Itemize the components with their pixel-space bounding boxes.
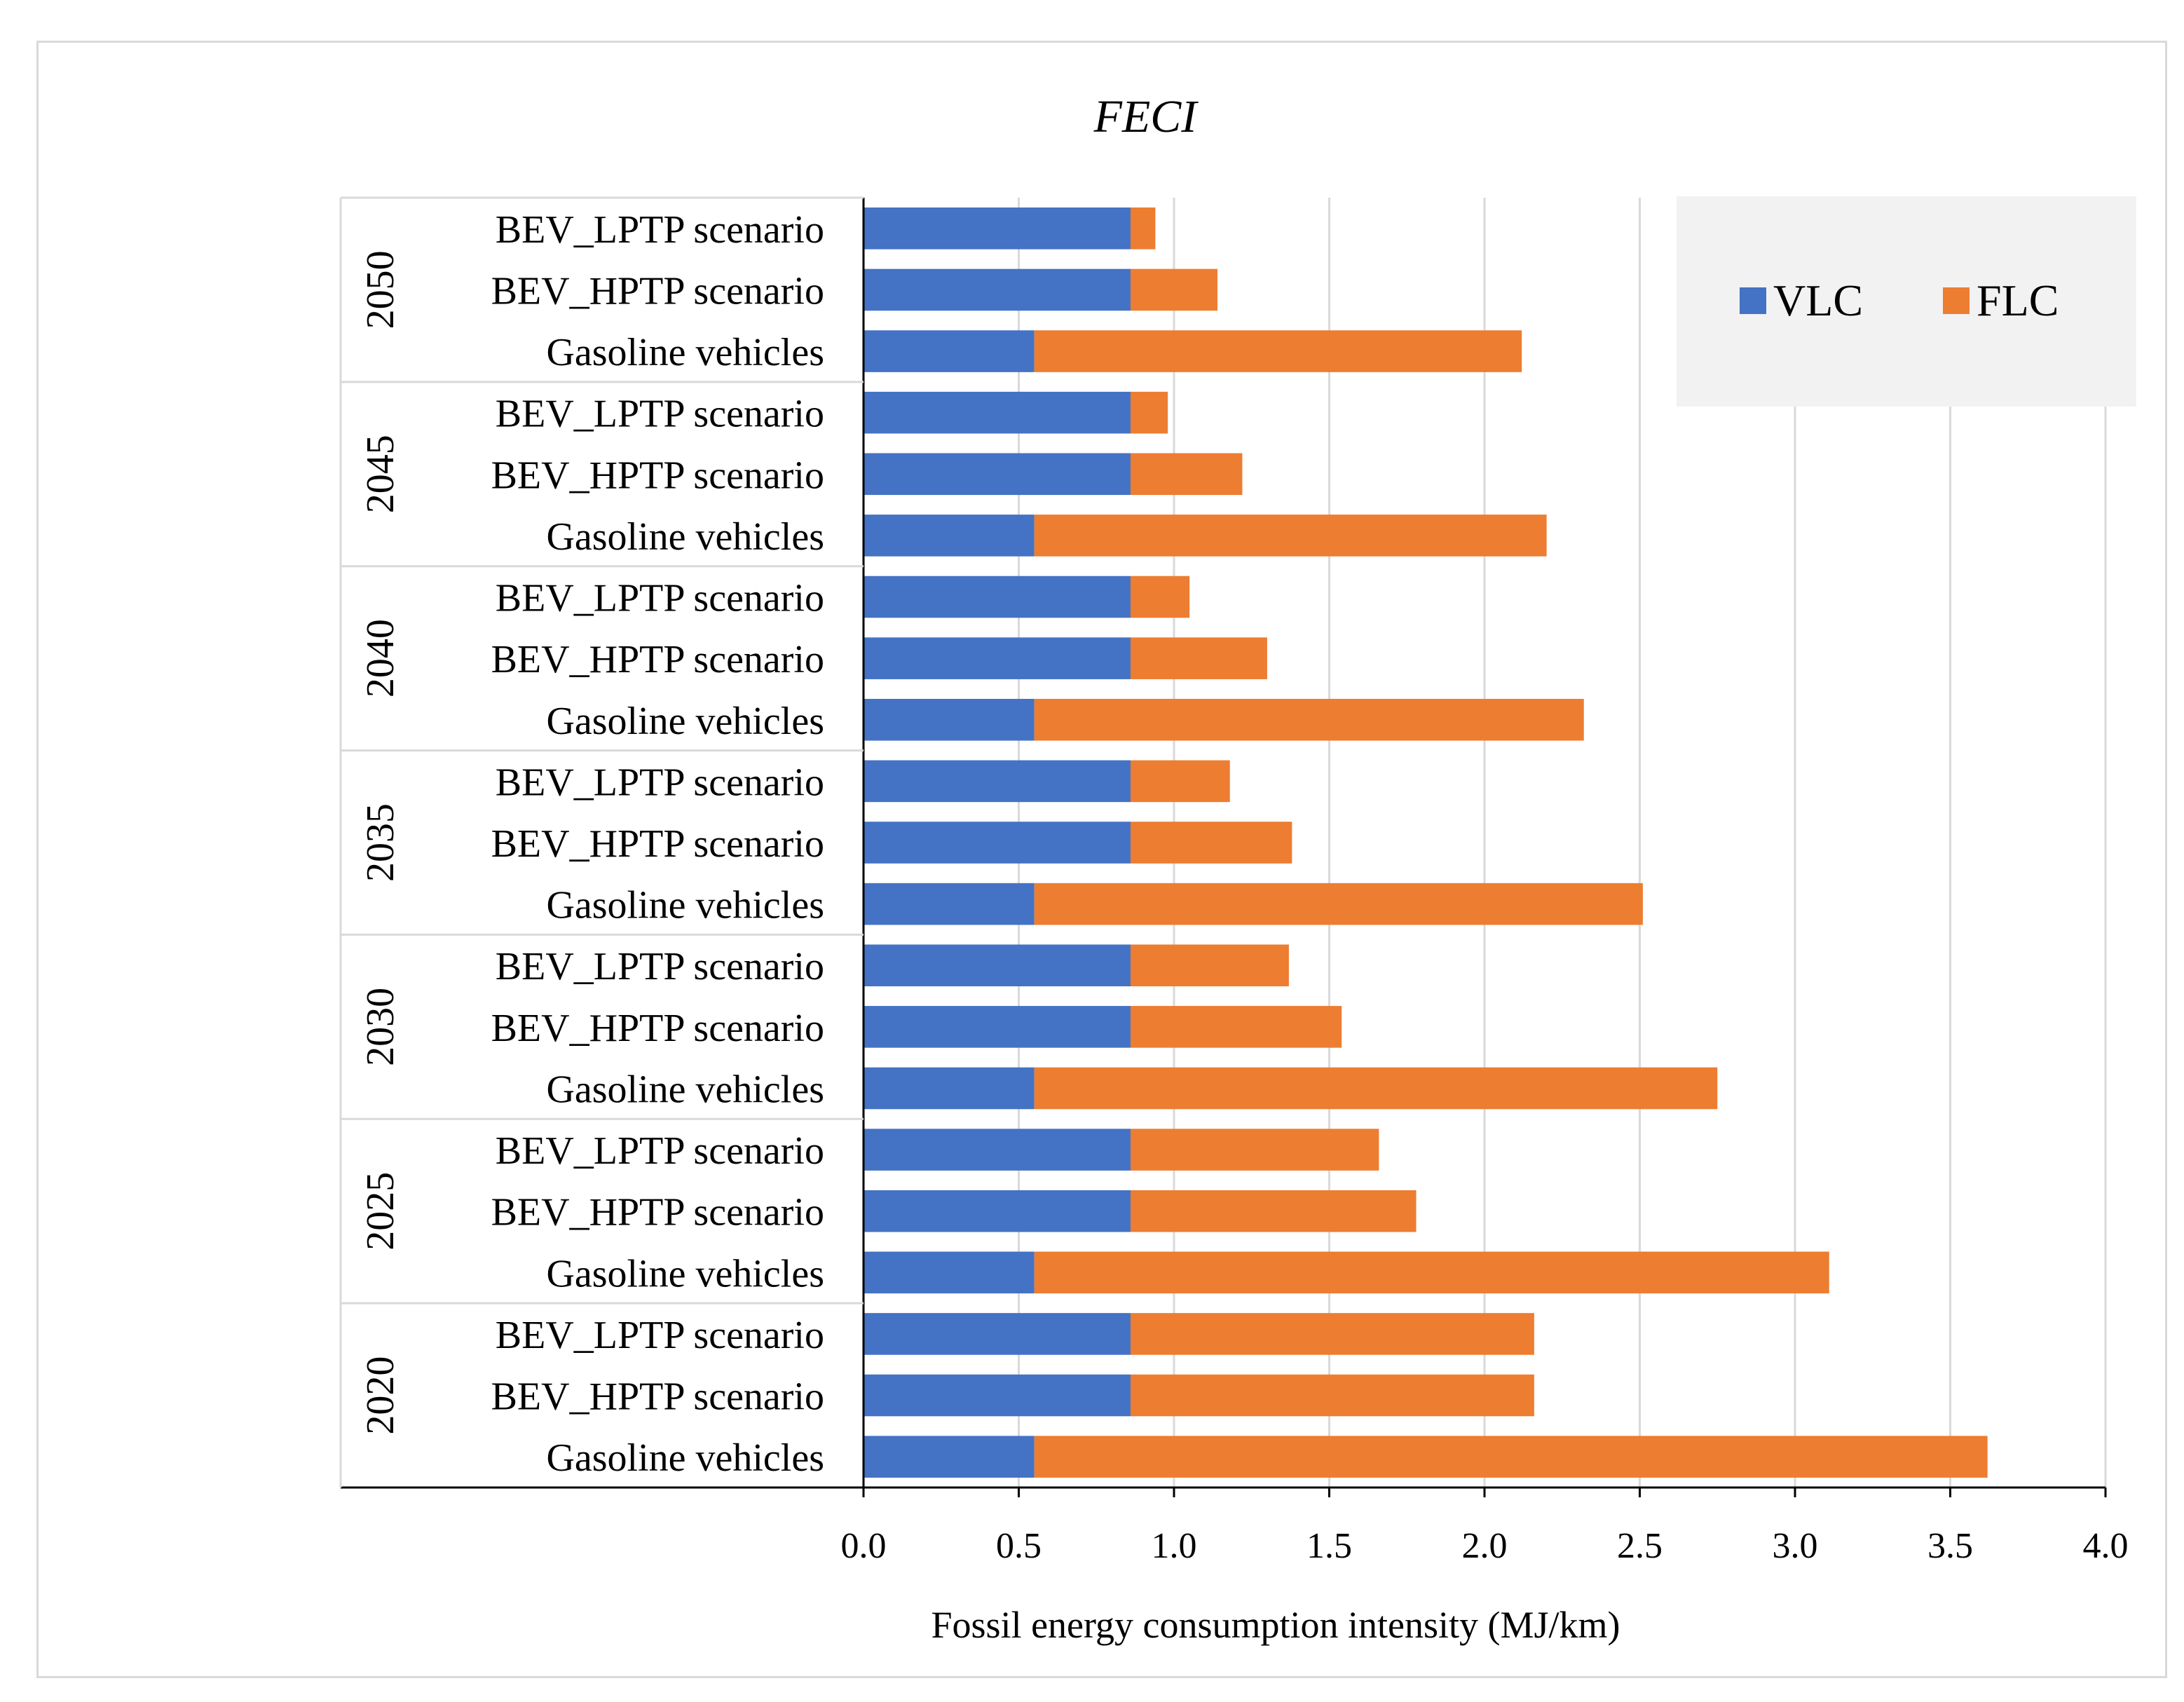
category-label: Gasoline vehicles bbox=[546, 1436, 824, 1480]
bar-flc bbox=[1130, 268, 1218, 311]
bar-flc bbox=[1130, 207, 1156, 250]
bar-flc bbox=[1130, 1374, 1534, 1417]
bar-vlc bbox=[864, 391, 1131, 434]
category-label: Gasoline vehicles bbox=[546, 700, 824, 743]
bar-vlc bbox=[864, 207, 1131, 250]
bar-flc bbox=[1034, 1436, 1988, 1478]
category-label: BEV_LPTP scenario bbox=[496, 945, 824, 988]
chart-frame bbox=[36, 41, 2167, 1678]
bar-flc bbox=[1130, 822, 1292, 864]
bar-vlc bbox=[864, 1251, 1035, 1294]
category-label: BEV_HPTP scenario bbox=[491, 269, 824, 313]
bar-flc bbox=[1034, 1067, 1718, 1110]
x-tick-label: 2.5 bbox=[1617, 1526, 1663, 1566]
category-label: Gasoline vehicles bbox=[546, 515, 824, 559]
group-label: 2040 bbox=[359, 619, 402, 697]
legend: VLC FLC bbox=[1677, 196, 2136, 407]
bar-flc bbox=[1130, 391, 1168, 434]
group-label: 2020 bbox=[359, 1356, 402, 1435]
x-tick-label: 3.5 bbox=[1927, 1526, 1973, 1566]
category-label: BEV_HPTP scenario bbox=[491, 1375, 824, 1419]
category-label: BEV_LPTP scenario bbox=[496, 761, 824, 804]
category-labels: BEV_LPTP scenario BEV_HPTP scenario Gasoli… bbox=[359, 208, 824, 1480]
x-tick-label: 4.0 bbox=[2083, 1526, 2129, 1566]
category-label: BEV_HPTP scenario bbox=[491, 1007, 824, 1050]
bar-vlc bbox=[864, 944, 1131, 987]
legend-label-flc: FLC bbox=[1977, 275, 2059, 325]
bar-vlc bbox=[864, 637, 1131, 679]
x-tick-label: 1.0 bbox=[1152, 1526, 1197, 1566]
bar-flc bbox=[1034, 698, 1584, 741]
bar-vlc bbox=[864, 1190, 1131, 1232]
bar-vlc bbox=[864, 1436, 1035, 1478]
category-label: BEV_HPTP scenario bbox=[491, 822, 824, 866]
bar-vlc bbox=[864, 1067, 1035, 1110]
category-label: BEV_LPTP scenario bbox=[496, 1129, 824, 1173]
bar-vlc bbox=[864, 268, 1131, 311]
bar-flc bbox=[1130, 1006, 1342, 1048]
group-label: 2030 bbox=[359, 988, 402, 1066]
bar-vlc bbox=[864, 1374, 1131, 1417]
x-tick-label: 1.5 bbox=[1306, 1526, 1352, 1566]
bars bbox=[864, 207, 1988, 1478]
x-tick-label: 2.0 bbox=[1462, 1526, 1508, 1566]
bar-flc bbox=[1130, 1129, 1379, 1171]
category-label: BEV_HPTP scenario bbox=[491, 638, 824, 681]
bar-vlc bbox=[864, 1129, 1131, 1171]
x-tick-label: 0.5 bbox=[996, 1526, 1042, 1566]
bar-vlc bbox=[864, 576, 1131, 618]
bar-flc bbox=[1130, 453, 1243, 496]
x-axis-title: Fossil energy consumption intensity (MJ/… bbox=[931, 1604, 1620, 1646]
bar-flc bbox=[1130, 760, 1230, 803]
bar-flc bbox=[1130, 637, 1267, 679]
bar-vlc bbox=[864, 760, 1131, 803]
group-label: 2035 bbox=[359, 803, 402, 882]
axes bbox=[339, 196, 2107, 1497]
bar-flc bbox=[1130, 944, 1289, 987]
bar-flc bbox=[1034, 330, 1522, 372]
x-tick-label: 3.0 bbox=[1773, 1526, 1818, 1566]
bar-flc bbox=[1130, 576, 1190, 618]
bar-flc bbox=[1130, 1190, 1417, 1232]
bar-flc bbox=[1034, 515, 1547, 557]
bar-vlc bbox=[864, 453, 1131, 496]
group-label: 2025 bbox=[359, 1172, 402, 1251]
chart-title: FECI bbox=[1093, 91, 1199, 142]
category-label: BEV_LPTP scenario bbox=[496, 1314, 824, 1357]
bar-flc bbox=[1034, 1251, 1829, 1294]
bar-vlc bbox=[864, 1006, 1131, 1048]
category-label: BEV_HPTP scenario bbox=[491, 1191, 824, 1234]
category-label: Gasoline vehicles bbox=[546, 884, 824, 927]
x-tick-label: 0.0 bbox=[841, 1526, 887, 1566]
bar-vlc bbox=[864, 330, 1035, 372]
category-label: BEV_LPTP scenario bbox=[496, 577, 824, 620]
category-label: BEV_LPTP scenario bbox=[496, 208, 824, 252]
x-tick-labels: 0.0 0.5 1.0 1.5 2.0 2.5 3.0 3.5 4.0 bbox=[841, 1526, 2129, 1566]
group-label: 2045 bbox=[359, 435, 402, 513]
group-label: 2050 bbox=[359, 250, 402, 329]
legend-label-vlc: VLC bbox=[1773, 275, 1863, 325]
category-label: BEV_HPTP scenario bbox=[491, 454, 824, 497]
bar-vlc bbox=[864, 883, 1035, 925]
bar-vlc bbox=[864, 822, 1131, 864]
legend-swatch-flc bbox=[1943, 287, 1970, 314]
bar-vlc bbox=[864, 515, 1035, 557]
category-label: Gasoline vehicles bbox=[546, 1068, 824, 1111]
category-label: Gasoline vehicles bbox=[546, 331, 824, 374]
category-label: BEV_LPTP scenario bbox=[496, 393, 824, 436]
bar-flc bbox=[1034, 883, 1643, 925]
bar-vlc bbox=[864, 1313, 1131, 1355]
bar-vlc bbox=[864, 698, 1035, 741]
legend-swatch-vlc bbox=[1740, 287, 1766, 314]
category-label: Gasoline vehicles bbox=[546, 1252, 824, 1295]
bar-flc bbox=[1130, 1313, 1534, 1355]
